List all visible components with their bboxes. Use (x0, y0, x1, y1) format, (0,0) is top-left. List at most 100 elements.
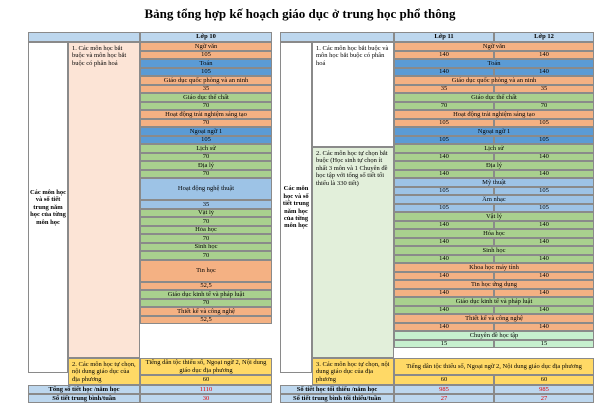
subject-name: Giáo dục thể chất (140, 93, 272, 102)
subject-name: Lịch sử (394, 144, 594, 153)
subject-name: Chuyên đề học tập (394, 331, 594, 340)
subject-name: Ngoại ngữ 1 (140, 127, 272, 136)
subject-name: Hoạt động trải nghiệm sáng tạo (140, 110, 272, 119)
subject-name: Vật lý (140, 208, 272, 217)
subject-periods: 70 (140, 234, 272, 243)
subject-name: Toán (140, 59, 272, 68)
subject-name: Giáo dục kinh tế và pháp luật (140, 290, 272, 299)
subject-name: Sinh học (140, 242, 272, 251)
subject-periods-12: 70 (494, 101, 594, 110)
subject-periods-12: 140 (494, 288, 594, 297)
grade10-group1: 1. Các môn học bắt buộc và môn học bắt b… (68, 42, 140, 358)
subject-name: Ngữ văn (140, 42, 272, 51)
subject-name: Thiết kế và công nghệ (394, 314, 594, 323)
total-label: Số tiết học tối thiểu /năm học (280, 385, 394, 394)
subject-periods-11: 105 (394, 186, 494, 195)
subject-periods-12: 140 (494, 220, 594, 229)
subject-periods: 70 (140, 118, 272, 127)
subject-periods: 70 (140, 251, 272, 260)
subject-name: Âm nhạc (394, 195, 594, 204)
subject-periods-11: 35 (394, 84, 494, 93)
subject-periods: 70 (140, 169, 272, 178)
subject-name: Khoa học máy tính (394, 263, 594, 272)
subject-name: Hóa học (394, 229, 594, 238)
subject-name: Tin học (140, 259, 272, 282)
subject-periods-11: 105 (394, 135, 494, 144)
subject-periods-11: 105 (394, 118, 494, 127)
subject-periods-11: 140 (394, 254, 494, 263)
grade1112-group1: 1. Các môn học bắt buộc và môn học bắt b… (312, 42, 394, 147)
subject-name: Địa lý (394, 161, 594, 170)
subject-periods-12: 140 (494, 322, 594, 331)
subject-name: Lịch sử (140, 144, 272, 153)
subject-periods-12: 140 (494, 67, 594, 76)
subject-periods-12: 140 (494, 305, 594, 314)
subject-periods-11: 140 (394, 152, 494, 161)
subject-periods-12: 105 (494, 186, 594, 195)
total-value: 1110 (140, 385, 272, 394)
subject-name: Thiết kế và công nghệ (140, 307, 272, 316)
page-title: Bảng tổng hợp kế hoạch giáo dục ở trung … (144, 6, 456, 21)
subject-name: Hoạt động nghệ thuật (140, 178, 272, 200)
subject-name: Giáo dục thể chất (394, 93, 594, 102)
subject-periods-11: 140 (394, 220, 494, 229)
subject-name: Vật lý (394, 212, 594, 221)
subject-name: Hoạt động trải nghiệm sáng tạo (394, 110, 594, 119)
total-value-11: 985 (394, 385, 494, 394)
subject-periods-11: 140 (394, 67, 494, 76)
subject-periods-12: 140 (494, 169, 594, 178)
subject-periods-11: 140 (394, 322, 494, 331)
subject-periods-12: 140 (494, 152, 594, 161)
subject-periods: 52,5 (140, 315, 272, 324)
subject-name: Giáo dục quốc phòng và an ninh (140, 76, 272, 85)
grade10-group2: 2. Các môn học tự chọn, nội dung giáo dụ… (68, 358, 140, 385)
subject-periods-11: 140 (394, 169, 494, 178)
subject-periods: 70 (140, 217, 272, 226)
subject-name: Ngoại ngữ 1 (394, 127, 594, 136)
subject-name: Hóa học (140, 225, 272, 234)
subject-name: Mỹ thuật (394, 178, 594, 187)
subject-name: Giáo dục quốc phòng và an ninh (394, 76, 594, 85)
subject-periods-12: 105 (494, 203, 594, 212)
subject-periods-11: 140 (394, 237, 494, 246)
subject-periods-12: 140 (494, 254, 594, 263)
subject-periods: 35 (140, 84, 272, 93)
subject-periods: 70 (140, 298, 272, 307)
subject-name: Giáo dục kinh tế và pháp luật (394, 297, 594, 306)
subject-periods-11: 140 (394, 271, 494, 280)
subject-periods: 105 (140, 50, 272, 59)
total-label: Tổng số tiết học /năm học (28, 385, 140, 394)
subject-name: Toán (394, 59, 594, 68)
subject-name: Ngữ văn (394, 42, 594, 51)
subject-periods-11: 15 (394, 339, 494, 348)
subject-name: Sinh học (394, 246, 594, 255)
grade12-header: Lớp 12 (494, 32, 594, 42)
subject-periods-11: 105 (394, 203, 494, 212)
subject-name: Tin học ứng dụng (394, 280, 594, 289)
total-value-12: 985 (494, 385, 594, 394)
grade1112-row-label: Các môn học và số tiết trung năm học của… (280, 42, 312, 373)
local-content-periods: 60 (140, 375, 272, 385)
subject-periods: 105 (140, 135, 272, 144)
subject-periods-12: 105 (494, 118, 594, 127)
grade1112-group2: 2. Các môn học tự chọn bắt buộc (Học sin… (312, 147, 394, 358)
grade10-row-label: Các môn học và số tiết trung năm học của… (28, 42, 68, 373)
subject-periods-11: 70 (394, 101, 494, 110)
subject-periods-12: 35 (494, 84, 594, 93)
avg-label: Số tiết trung bình/tuần (28, 394, 140, 403)
subject-periods: 70 (140, 101, 272, 110)
avg-label: Số tiết trung bình tối thiểu/tuần (280, 394, 394, 403)
avg-value: 30 (140, 394, 272, 403)
subject-periods-11: 140 (394, 288, 494, 297)
local-content-periods-12: 60 (494, 375, 594, 385)
local-content-periods-11: 60 (394, 375, 494, 385)
subject-periods-11: 140 (394, 50, 494, 59)
local-content-name: Tiếng dân tộc thiểu số, Ngoại ngữ 2, Nội… (394, 358, 594, 375)
subject-periods-12: 140 (494, 50, 594, 59)
subject-periods-12: 105 (494, 135, 594, 144)
avg-value-12: 27 (494, 394, 594, 403)
subject-periods-12: 140 (494, 271, 594, 280)
subject-name: Địa lý (140, 161, 272, 170)
subject-periods: 70 (140, 152, 272, 161)
avg-value-11: 27 (394, 394, 494, 403)
